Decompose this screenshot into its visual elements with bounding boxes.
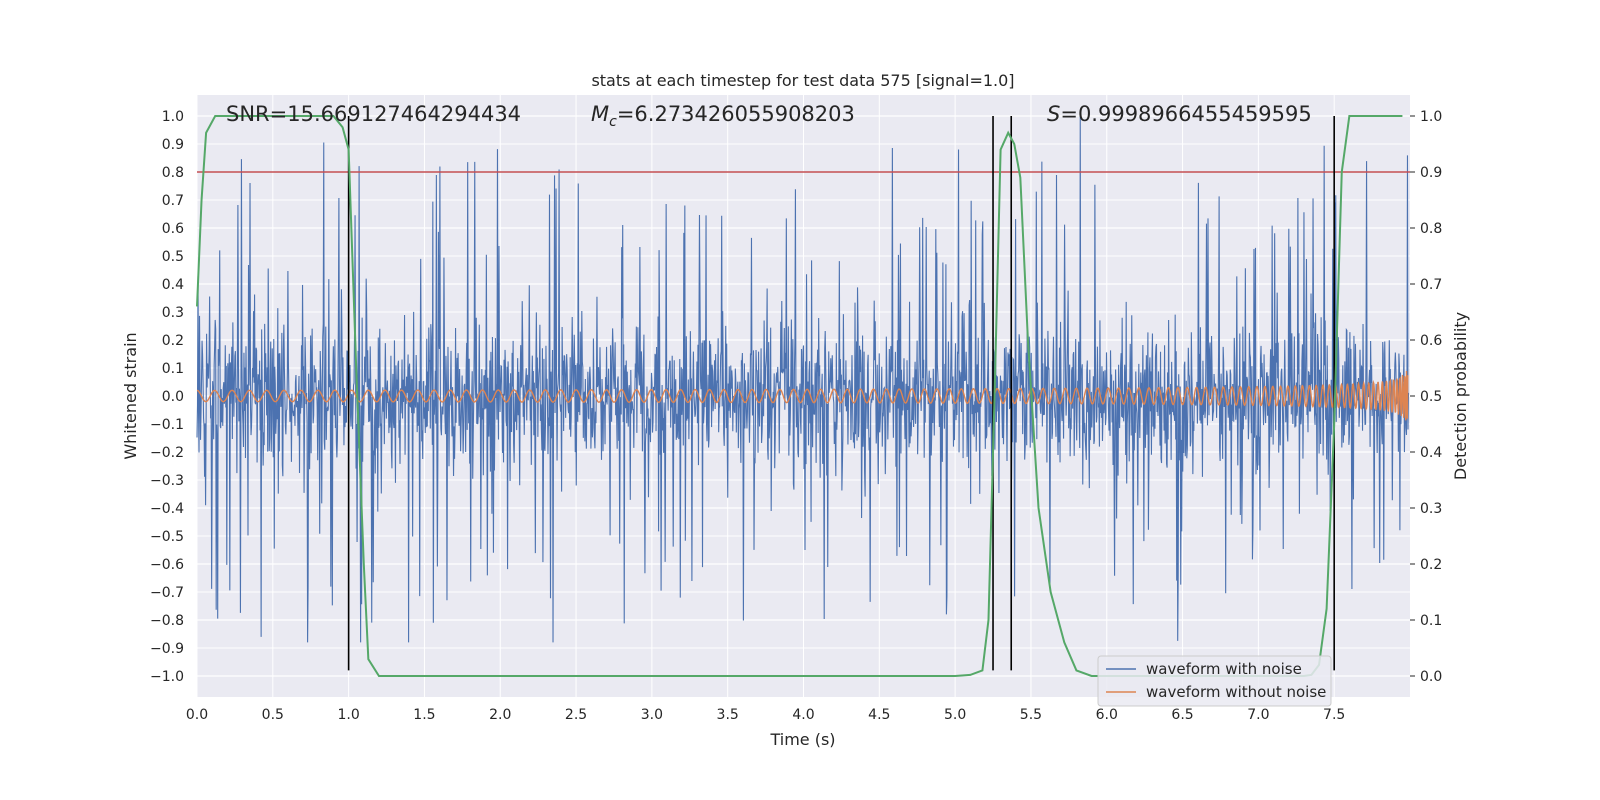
legend: waveform with noise waveform without noi… bbox=[1097, 655, 1332, 707]
y-left-tick-label: 0.9 bbox=[162, 137, 184, 153]
y-left-tick-label: −1.0 bbox=[150, 669, 184, 685]
x-tick-label: 6.0 bbox=[1096, 707, 1118, 723]
noise-waveform-line bbox=[196, 115, 1410, 643]
y-left-tick-label: −0.4 bbox=[150, 501, 184, 517]
y-right-tick-label: 0.9 bbox=[1420, 165, 1442, 181]
y-right-tick-label: 0.2 bbox=[1420, 557, 1442, 573]
x-tick-label: 1.5 bbox=[413, 707, 435, 723]
chart-title: stats at each timestep for test data 575… bbox=[591, 71, 1014, 90]
x-tick-label: 3.0 bbox=[641, 707, 663, 723]
y-right-tick-label: 0.1 bbox=[1420, 613, 1442, 629]
y-axis-left-label: Whitened strain bbox=[121, 332, 140, 459]
score-symbol: S bbox=[1047, 102, 1060, 126]
y-left-tick-label: 0.0 bbox=[162, 389, 184, 405]
chirp-mass-value: =6.273426055908203 bbox=[617, 102, 855, 126]
y-right-tick-label: 0.8 bbox=[1420, 221, 1442, 237]
y-right-tick-label: 0.3 bbox=[1420, 501, 1442, 517]
y-left-tick-label: 0.6 bbox=[162, 221, 184, 237]
y-left-tick-label: 0.7 bbox=[162, 193, 184, 209]
x-tick-label: 7.0 bbox=[1247, 707, 1269, 723]
x-tick-label: 3.5 bbox=[717, 707, 739, 723]
x-tick-label: 4.5 bbox=[868, 707, 890, 723]
x-tick-label: 1.0 bbox=[337, 707, 359, 723]
axes-layer: 0.0 0.5 1.0 1.5 2.0 2.5 3.0 3.5 4.0 4.5 5.0 5.5 6.0 6… bbox=[150, 109, 1442, 723]
y-right-tick-label: 0.6 bbox=[1420, 333, 1442, 349]
y-left-tick-label: −0.1 bbox=[150, 417, 184, 433]
series-layer bbox=[196, 115, 1410, 643]
y-left-tick-label: −0.6 bbox=[150, 557, 184, 573]
y-left-tick-label: 0.8 bbox=[162, 165, 184, 181]
legend-label-clean: waveform without noise bbox=[1146, 683, 1326, 701]
x-tick-label: 4.0 bbox=[792, 707, 814, 723]
score-annotation: S=0.9998966455459595 bbox=[1047, 102, 1312, 126]
snr-annotation: SNR=15.669127464294434 bbox=[226, 102, 521, 126]
clean-waveform-line bbox=[196, 371, 1409, 421]
legend-label-noise: waveform with noise bbox=[1146, 660, 1302, 678]
x-tick-label: 5.5 bbox=[1020, 707, 1042, 723]
y-left-tick-label: −0.3 bbox=[150, 473, 184, 489]
y-left-tick-label: 0.2 bbox=[162, 333, 184, 349]
y-left-tick-label: −0.8 bbox=[150, 613, 184, 629]
x-tick-label: 5.0 bbox=[944, 707, 966, 723]
x-tick-label: 2.0 bbox=[489, 707, 511, 723]
y-right-tick-label: 1.0 bbox=[1420, 109, 1442, 125]
y-left-tick-label: −0.5 bbox=[150, 529, 184, 545]
score-value: =0.9998966455459595 bbox=[1060, 102, 1311, 126]
chirp-mass-annotation: Mc=6.273426055908203 bbox=[591, 102, 855, 130]
x-tick-label: 0.5 bbox=[262, 707, 284, 723]
y-left-tick-label: −0.7 bbox=[150, 585, 184, 601]
y-left-tick-label: 0.1 bbox=[162, 361, 184, 377]
y-axis-right-label: Detection probability bbox=[1451, 312, 1470, 480]
x-tick-label: 2.5 bbox=[565, 707, 587, 723]
legend-box bbox=[1097, 655, 1332, 707]
y-left-tick-label: 0.3 bbox=[162, 305, 184, 321]
x-tick-label: 6.5 bbox=[1171, 707, 1193, 723]
chirp-mass-subscript: c bbox=[609, 114, 617, 130]
y-right-tick-label: 0.7 bbox=[1420, 277, 1442, 293]
x-tick-label: 7.5 bbox=[1323, 707, 1345, 723]
y-right-tick-label: 0.5 bbox=[1420, 389, 1442, 405]
x-axis-label: Time (s) bbox=[769, 730, 835, 749]
y-left-tick-label: −0.9 bbox=[150, 641, 184, 657]
x-tick-label: 0.0 bbox=[186, 707, 208, 723]
y-right-tick-label: 0.4 bbox=[1420, 445, 1442, 461]
y-left-tick-label: −0.2 bbox=[150, 445, 184, 461]
y-right-tick-label: 0.0 bbox=[1420, 669, 1442, 685]
y-left-tick-label: 0.5 bbox=[162, 249, 184, 265]
y-left-tick-label: 0.4 bbox=[162, 277, 184, 293]
y-left-tick-label: 1.0 bbox=[162, 109, 184, 125]
chirp-mass-symbol: M bbox=[591, 102, 609, 126]
